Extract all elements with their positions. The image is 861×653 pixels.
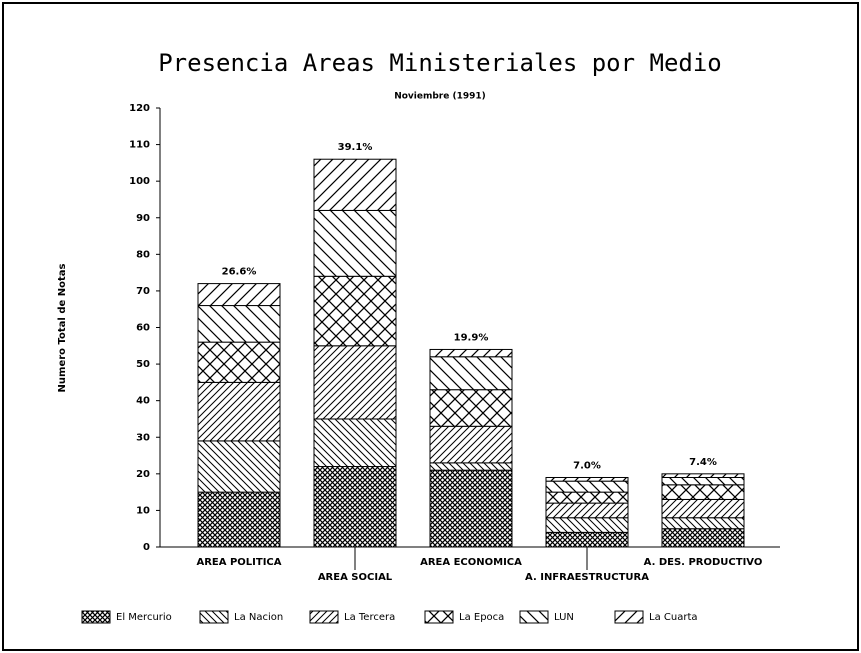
bar-segment [313, 209, 397, 277]
legend-label: El Mercurio [116, 612, 172, 623]
y-tick-label: 10 [136, 505, 150, 516]
legend-swatch [424, 610, 454, 624]
bar-segment [313, 345, 397, 420]
chart-title: Presencia Areas Ministeriales por Medio [158, 49, 722, 77]
y-tick-label: 120 [129, 103, 150, 114]
bar-segment [661, 517, 745, 530]
bar-segment [197, 283, 281, 307]
bar-segment [313, 418, 397, 468]
y-tick-label: 50 [136, 359, 150, 370]
x-tick-label: A. INFRAESTRUCTURA [525, 572, 649, 583]
legend-label: LUN [554, 612, 574, 623]
y-axis-label: Numero Total de Notas [57, 263, 68, 392]
bar-segment [545, 531, 629, 548]
legend-label: La Cuarta [649, 612, 698, 623]
bar-segment [197, 381, 281, 442]
bar-segment [429, 469, 513, 548]
y-tick-label: 0 [143, 542, 150, 553]
bar-segment [197, 491, 281, 548]
bar-segment [429, 356, 513, 391]
total-label: 19.9% [454, 332, 489, 343]
y-tick-label: 80 [136, 249, 150, 260]
bar-segment [197, 305, 281, 343]
total-label: 7.4% [689, 457, 717, 468]
total-label: 7.0% [573, 460, 601, 471]
x-tick-label: AREA SOCIAL [318, 572, 393, 583]
total-label: 26.6% [222, 267, 257, 278]
bar-segment [429, 389, 513, 427]
y-tick-label: 70 [136, 286, 150, 297]
y-tick-label: 110 [129, 140, 150, 151]
bar-segment [661, 528, 745, 548]
legend-label: La Epoca [459, 612, 504, 623]
chart-subtitle: Noviembre (1991) [394, 92, 486, 102]
bar-segment [661, 476, 745, 486]
x-tick-label: AREA POLITICA [196, 557, 281, 568]
bar-segment [545, 476, 629, 482]
x-tick-label: AREA ECONOMICA [420, 557, 522, 568]
y-tick-label: 90 [136, 213, 150, 224]
legend-swatch [519, 610, 549, 624]
bar-segment [313, 158, 397, 211]
legend-label: La Nacion [234, 612, 283, 623]
bar-segment [313, 466, 397, 548]
bar-segment [545, 502, 629, 519]
bar-segment [429, 348, 513, 358]
legend-swatch [309, 610, 339, 624]
bar-segment [545, 491, 629, 504]
bar-segment [313, 275, 397, 347]
total-label: 39.1% [338, 142, 373, 153]
bar-segment [197, 341, 281, 383]
y-tick-label: 30 [136, 432, 150, 443]
legend-label: La Tercera [344, 612, 395, 623]
bar-segment [661, 484, 745, 500]
bar-segment [661, 473, 745, 478]
x-tick-label: A. DES. PRODUCTIVO [644, 557, 763, 568]
y-tick-label: 60 [136, 323, 150, 334]
legend-swatch [81, 610, 111, 624]
bar-segment [661, 498, 745, 519]
y-tick-label: 40 [136, 396, 150, 407]
bar-segment [545, 517, 629, 533]
legend-swatch [614, 610, 644, 624]
bar-segment [197, 440, 281, 493]
y-tick-label: 100 [129, 176, 150, 187]
y-tick-label: 20 [136, 469, 150, 480]
legend-swatch [199, 610, 229, 624]
bar-segment [429, 462, 513, 471]
bar-segment [545, 480, 629, 493]
bar-segment [429, 425, 513, 464]
